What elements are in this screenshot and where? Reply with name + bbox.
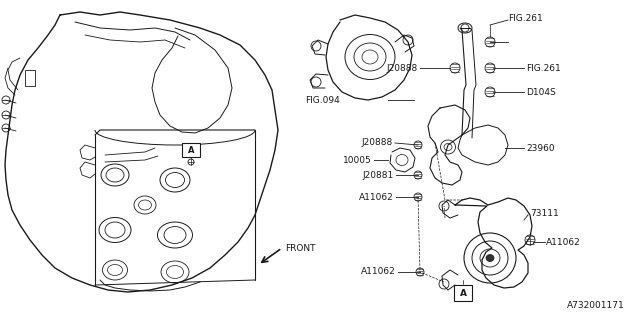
Text: FIG.261: FIG.261 [508,13,543,22]
Text: J20888: J20888 [387,63,418,73]
Text: J20888: J20888 [362,138,393,147]
Text: 23960: 23960 [526,143,555,153]
Text: A11062: A11062 [359,193,394,202]
Text: A: A [188,146,195,155]
Text: FRONT: FRONT [285,244,316,252]
Bar [25,70,35,86]
FancyBboxPatch shape [454,285,472,301]
Text: 73111: 73111 [530,209,559,218]
Text: J20881: J20881 [363,171,394,180]
Text: 10005: 10005 [343,156,372,164]
Text: FIG.261: FIG.261 [526,63,561,73]
Ellipse shape [486,254,494,261]
Text: A: A [460,289,467,298]
Text: A732001171: A732001171 [567,301,625,310]
FancyBboxPatch shape [182,143,200,157]
Text: D104S: D104S [526,87,556,97]
Text: A11062: A11062 [546,237,580,246]
Text: A11062: A11062 [361,268,396,276]
Text: FIG.094: FIG.094 [305,95,340,105]
